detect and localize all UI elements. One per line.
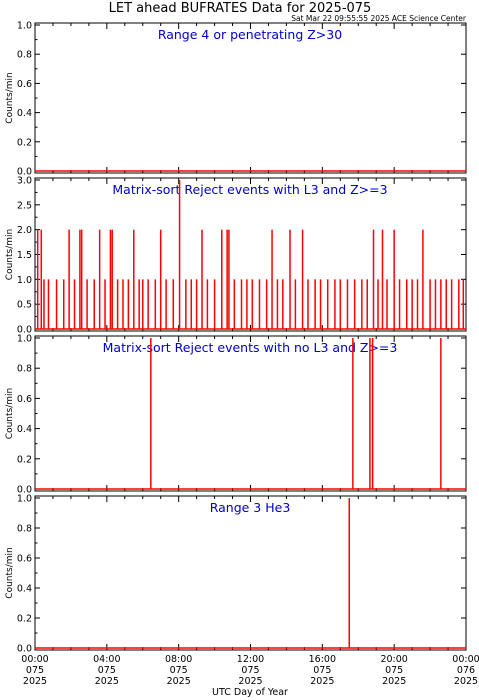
- x-tick-doy: 075: [313, 665, 331, 676]
- x-axis-label: UTC Day of Year: [212, 687, 288, 698]
- y-tick-label: 0.2: [17, 137, 32, 148]
- x-tick-doy: 075: [26, 665, 44, 676]
- y-tick-label: 0.4: [17, 424, 32, 435]
- x-tick-time: 12:00: [237, 654, 264, 665]
- y-axis-label: Counts/min: [5, 229, 15, 280]
- y-tick-label: 0.8: [17, 364, 32, 375]
- y-tick-label: 1.0: [17, 275, 32, 286]
- panel-title: Matrix-sort Reject events with no L3 and…: [103, 340, 398, 355]
- timestamp: Sat Mar 22 09:55:55 2025 ACE Science Cen…: [291, 14, 467, 23]
- panel-title: Range 3 He3: [210, 500, 291, 515]
- panel-title: Matrix-sort Reject events with L3 and Z>…: [112, 182, 387, 197]
- y-tick-label: 0.4: [17, 584, 32, 595]
- x-tick-doy: 075: [98, 665, 116, 676]
- y-axis-label: Counts/min: [5, 72, 15, 123]
- x-tick-doy: 075: [385, 665, 403, 676]
- panel-2: 0.0 0.5 1.0 1.5 2.0 2.5 3.0 Counts/min Matrix-so…: [5, 176, 467, 336]
- y-tick-label: 0.8: [17, 50, 32, 61]
- y-tick-label: 1.0: [17, 21, 32, 32]
- panel-3: 0.0 0.2 0.4 0.6 0.8 1.0 Counts/min Matrix-sort …: [5, 334, 467, 496]
- x-tick-time: 00:00: [452, 654, 479, 665]
- y-tick-label: 0.5: [17, 300, 32, 311]
- x-tick-doy: 075: [241, 665, 259, 676]
- y-tick-label: 0.6: [17, 79, 32, 90]
- y-tick-label: 0.0: [17, 485, 32, 496]
- panel-frame: [34, 495, 467, 651]
- y-tick-label: 1.0: [17, 334, 32, 345]
- y-tick-label: 1.5: [17, 250, 32, 261]
- x-tick-year: 2025: [238, 676, 262, 687]
- x-tick-doy: 076: [457, 665, 475, 676]
- x-tick-time: 20:00: [380, 654, 407, 665]
- figure-title: LET ahead BUFRATES Data for 2025-075: [109, 1, 372, 16]
- y-tick-label: 0.0: [17, 644, 32, 655]
- x-tick-year: 2025: [382, 676, 406, 687]
- y-tick-label: 0.4: [17, 108, 32, 119]
- panel-frame: [34, 335, 467, 492]
- x-axis: 00:00075202504:00075202508:00075202512:0…: [21, 654, 479, 687]
- y-axis-label: Counts/min: [5, 388, 15, 439]
- panel-frame: [34, 22, 467, 174]
- y-tick-label: 1.0: [17, 494, 32, 505]
- y-tick-label: 2.0: [17, 225, 32, 236]
- y-tick-label: 0.6: [17, 394, 32, 405]
- x-tick-doy: 075: [170, 665, 188, 676]
- x-tick-time: 08:00: [165, 654, 192, 665]
- x-tick-year: 2025: [23, 676, 47, 687]
- panel-1: 0.0 0.2 0.4 0.6 0.8 1.0 Counts/min Range 4 or p…: [5, 21, 467, 178]
- x-tick-time: 16:00: [309, 654, 336, 665]
- y-tick-label: 0.0: [17, 325, 32, 336]
- x-tick-time: 04:00: [93, 654, 120, 665]
- x-tick-year: 2025: [95, 676, 119, 687]
- panel-4: 0.0 0.2 0.4 0.6 0.8 1.0 Counts/min Range 3 He3: [5, 494, 467, 655]
- y-tick-label: 0.6: [17, 554, 32, 565]
- y-tick-label: 0.2: [17, 614, 32, 625]
- x-tick-time: 00:00: [21, 654, 48, 665]
- y-tick-label: 0.0: [17, 167, 32, 178]
- y-tick-label: 0.8: [17, 524, 32, 535]
- x-tick-year: 2025: [167, 676, 191, 687]
- y-tick-label: 0.2: [17, 454, 32, 465]
- y-tick-label: 2.5: [17, 200, 32, 211]
- x-tick-year: 2025: [310, 676, 334, 687]
- panel-title: Range 4 or penetrating Z>30: [158, 27, 342, 42]
- y-axis-label: Counts/min: [5, 547, 15, 598]
- y-tick-label: 3.0: [17, 176, 32, 187]
- x-tick-year: 2025: [454, 676, 478, 687]
